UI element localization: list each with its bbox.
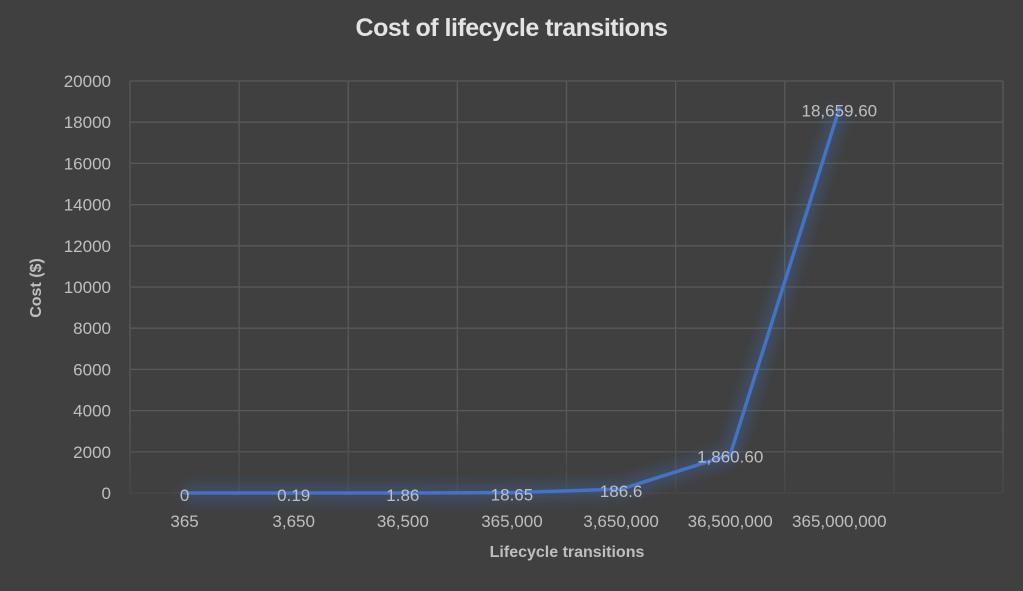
x-tick-label: 3,650,000 <box>583 512 659 531</box>
x-tick-label: 365,000,000 <box>792 512 887 531</box>
y-tick-label: 6000 <box>73 360 111 379</box>
y-tick-label: 20000 <box>64 72 111 91</box>
y-tick-label: 18000 <box>64 113 111 132</box>
data-series-line <box>182 106 846 500</box>
data-label: 1,860.60 <box>697 448 763 467</box>
data-label: 0 <box>180 486 189 505</box>
data-label: 186.6 <box>600 482 643 501</box>
data-label: 1.86 <box>386 486 419 505</box>
x-axis-ticks: 365 3,650 36,500 365,000 3,650,000 36,500,000… <box>170 512 886 531</box>
y-tick-label: 4000 <box>73 402 111 421</box>
data-label: 18.65 <box>491 486 534 505</box>
y-tick-label: 16000 <box>64 154 111 173</box>
x-tick-label: 365,000 <box>481 512 542 531</box>
chart-title: Cost of lifecycle transitions <box>355 14 668 42</box>
x-tick-label: 3,650 <box>272 512 315 531</box>
x-tick-label: 36,500,000 <box>688 512 773 531</box>
y-tick-label: 0 <box>102 484 111 503</box>
data-labels: 0 0.19 1.86 18.65 186.6 1,860.60 18,659.60 <box>180 102 877 505</box>
y-tick-label: 8000 <box>73 319 111 338</box>
y-tick-label: 14000 <box>64 196 111 215</box>
data-label: 18,659.60 <box>801 102 877 121</box>
y-axis-ticks: 0 2000 4000 6000 8000 10000 12000 14000 16000 180… <box>64 72 111 503</box>
y-tick-label: 10000 <box>64 278 111 297</box>
x-tick-label: 36,500 <box>377 512 429 531</box>
x-tick-label: 365 <box>170 512 198 531</box>
y-tick-label: 12000 <box>64 237 111 256</box>
data-label: 0.19 <box>277 486 310 505</box>
x-axis-title: Lifecycle transitions <box>489 544 645 561</box>
y-tick-label: 2000 <box>73 443 111 462</box>
series-line <box>182 106 842 495</box>
